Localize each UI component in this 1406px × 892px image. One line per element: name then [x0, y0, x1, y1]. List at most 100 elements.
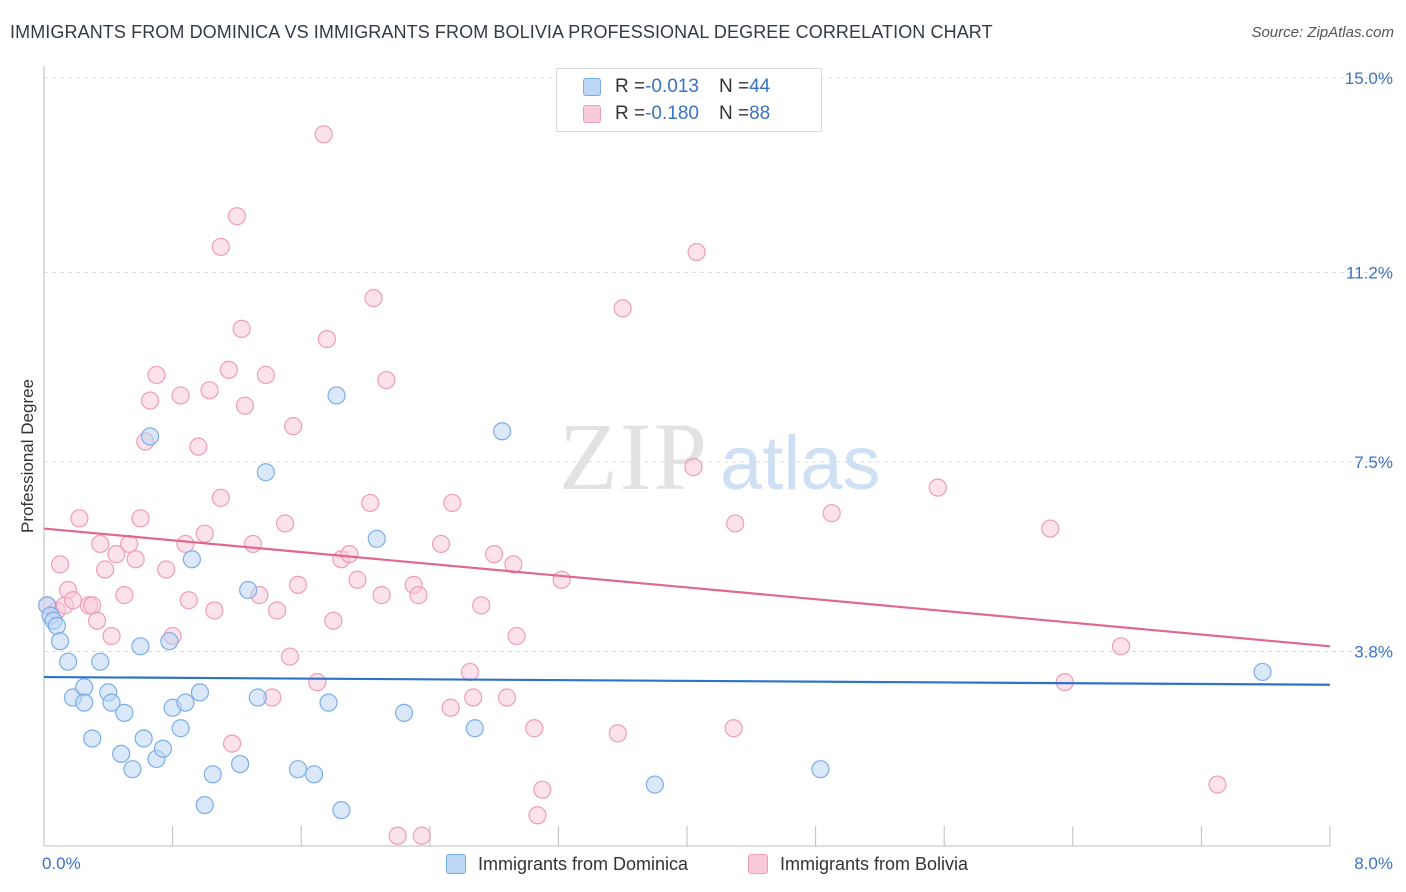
data-point-bolivia [115, 586, 134, 605]
data-point-dominica [231, 754, 250, 774]
data-point-bolivia [205, 601, 224, 620]
watermark: ZIP atlas [559, 403, 881, 510]
axes [43, 66, 1331, 847]
data-point-bolivia [443, 493, 462, 513]
legend-n-value: 88 [749, 103, 771, 124]
legend-r-label: R = [615, 76, 646, 97]
data-point-bolivia [232, 319, 251, 338]
bottom-legend-label-dominica: Immigrants from Dominica [478, 853, 689, 874]
data-point-bolivia [687, 242, 706, 262]
y-tick-label: 7.5% [1354, 453, 1393, 472]
data-point-bolivia [256, 365, 275, 385]
data-point-bolivia [126, 550, 145, 569]
data-point-dominica [123, 760, 142, 779]
data-point-bolivia [364, 289, 383, 308]
y-axis-label: Professional Degree [18, 379, 37, 533]
data-point-dominica [1253, 662, 1272, 682]
data-point-dominica [182, 550, 201, 569]
x-tick-label: 0.0% [42, 854, 81, 873]
data-point-bolivia [533, 780, 552, 799]
data-point-bolivia [472, 596, 491, 615]
data-point-bolivia [211, 237, 230, 257]
data-point-bolivia [219, 360, 238, 379]
data-point-bolivia [243, 534, 263, 554]
legend-n-label: N = [718, 103, 750, 124]
data-point-bolivia [131, 509, 150, 528]
data-point-dominica [239, 580, 258, 600]
data-point-dominica [811, 760, 830, 779]
trend-lines [43, 527, 1331, 686]
grid-lines [44, 77, 1392, 652]
data-point-dominica [288, 760, 308, 779]
data-point-bolivia [726, 514, 745, 533]
data-point-bolivia [340, 545, 359, 564]
data-point-bolivia [528, 806, 547, 825]
trend-line-bolivia [43, 527, 1331, 648]
trend-line-dominica [43, 675, 1331, 686]
data-point-dominica [256, 463, 275, 482]
data-point-bolivia [1041, 519, 1060, 538]
data-point-bolivia [507, 626, 526, 646]
data-point-dominica [160, 632, 179, 651]
data-point-bolivia [70, 509, 89, 528]
data-point-bolivia [377, 370, 396, 390]
data-point-dominica [248, 688, 267, 707]
data-point-bolivia [314, 125, 333, 144]
data-point-dominica [171, 719, 190, 738]
data-point-bolivia [464, 688, 483, 707]
y-tick-label: 15.0% [1345, 69, 1393, 88]
data-point-bolivia [147, 365, 166, 385]
data-point-dominica [153, 739, 173, 758]
legend-swatch-bolivia [583, 105, 601, 123]
data-point-bolivia [441, 698, 460, 717]
data-point-bolivia [308, 673, 327, 692]
data-point-bolivia [288, 575, 308, 594]
data-point-bolivia [157, 560, 176, 579]
data-point-dominica [50, 632, 70, 651]
data-point-bolivia [684, 458, 703, 477]
source-credit: Source: ZipAtlas.com [1251, 24, 1394, 41]
legend-r-value: -0.013 [645, 76, 699, 97]
data-point-bolivia [348, 570, 367, 589]
data-point-bolivia [317, 330, 337, 349]
tick-labels: 3.8% 7.5% 11.2% 15.0% 0.0% 8.0% [42, 69, 1393, 873]
data-point-dominica [332, 801, 351, 820]
data-point-dominica [176, 693, 195, 712]
bottom-legend-swatch-dominica [446, 854, 466, 874]
data-point-dominica [91, 652, 110, 671]
data-point-bolivia [211, 488, 230, 507]
data-point-dominica [465, 719, 484, 738]
data-point-dominica [190, 683, 210, 702]
watermark-atlas: atlas [720, 421, 881, 506]
data-point-bolivia [497, 688, 517, 707]
data-point-bolivia [195, 524, 214, 543]
data-point-bolivia [176, 534, 195, 554]
y-tick-label: 11.2% [1346, 264, 1393, 283]
data-point-bolivia [412, 826, 431, 845]
data-point-bolivia [50, 555, 70, 574]
data-point-dominica [112, 744, 131, 763]
data-point-dominica [131, 637, 150, 656]
x-tick-label: 8.0% [1354, 854, 1393, 873]
data-point-bolivia [63, 591, 83, 610]
data-point-bolivia [504, 555, 523, 574]
bottom-legend-dominica: Immigrants from Dominica [446, 852, 688, 876]
data-point-bolivia [552, 570, 571, 589]
data-point-bolivia [822, 504, 841, 523]
data-point-bolivia [409, 586, 428, 605]
data-point-bolivia [460, 662, 480, 682]
data-point-bolivia [87, 611, 107, 630]
data-point-dominica [327, 386, 346, 405]
watermark-zip: ZIP [559, 403, 709, 510]
data-point-dominica [203, 765, 222, 784]
bottom-legend-swatch-bolivia [748, 854, 768, 874]
data-point-dominica [367, 529, 386, 548]
data-point-bolivia [83, 596, 102, 615]
legend-row-bolivia: R = -0.180 N = 88 [583, 102, 770, 126]
data-point-bolivia [284, 417, 303, 436]
legend-n-value: 44 [749, 76, 771, 97]
data-point-dominica [83, 729, 102, 748]
data-point-dominica [59, 652, 78, 671]
data-point-bolivia [102, 626, 121, 646]
